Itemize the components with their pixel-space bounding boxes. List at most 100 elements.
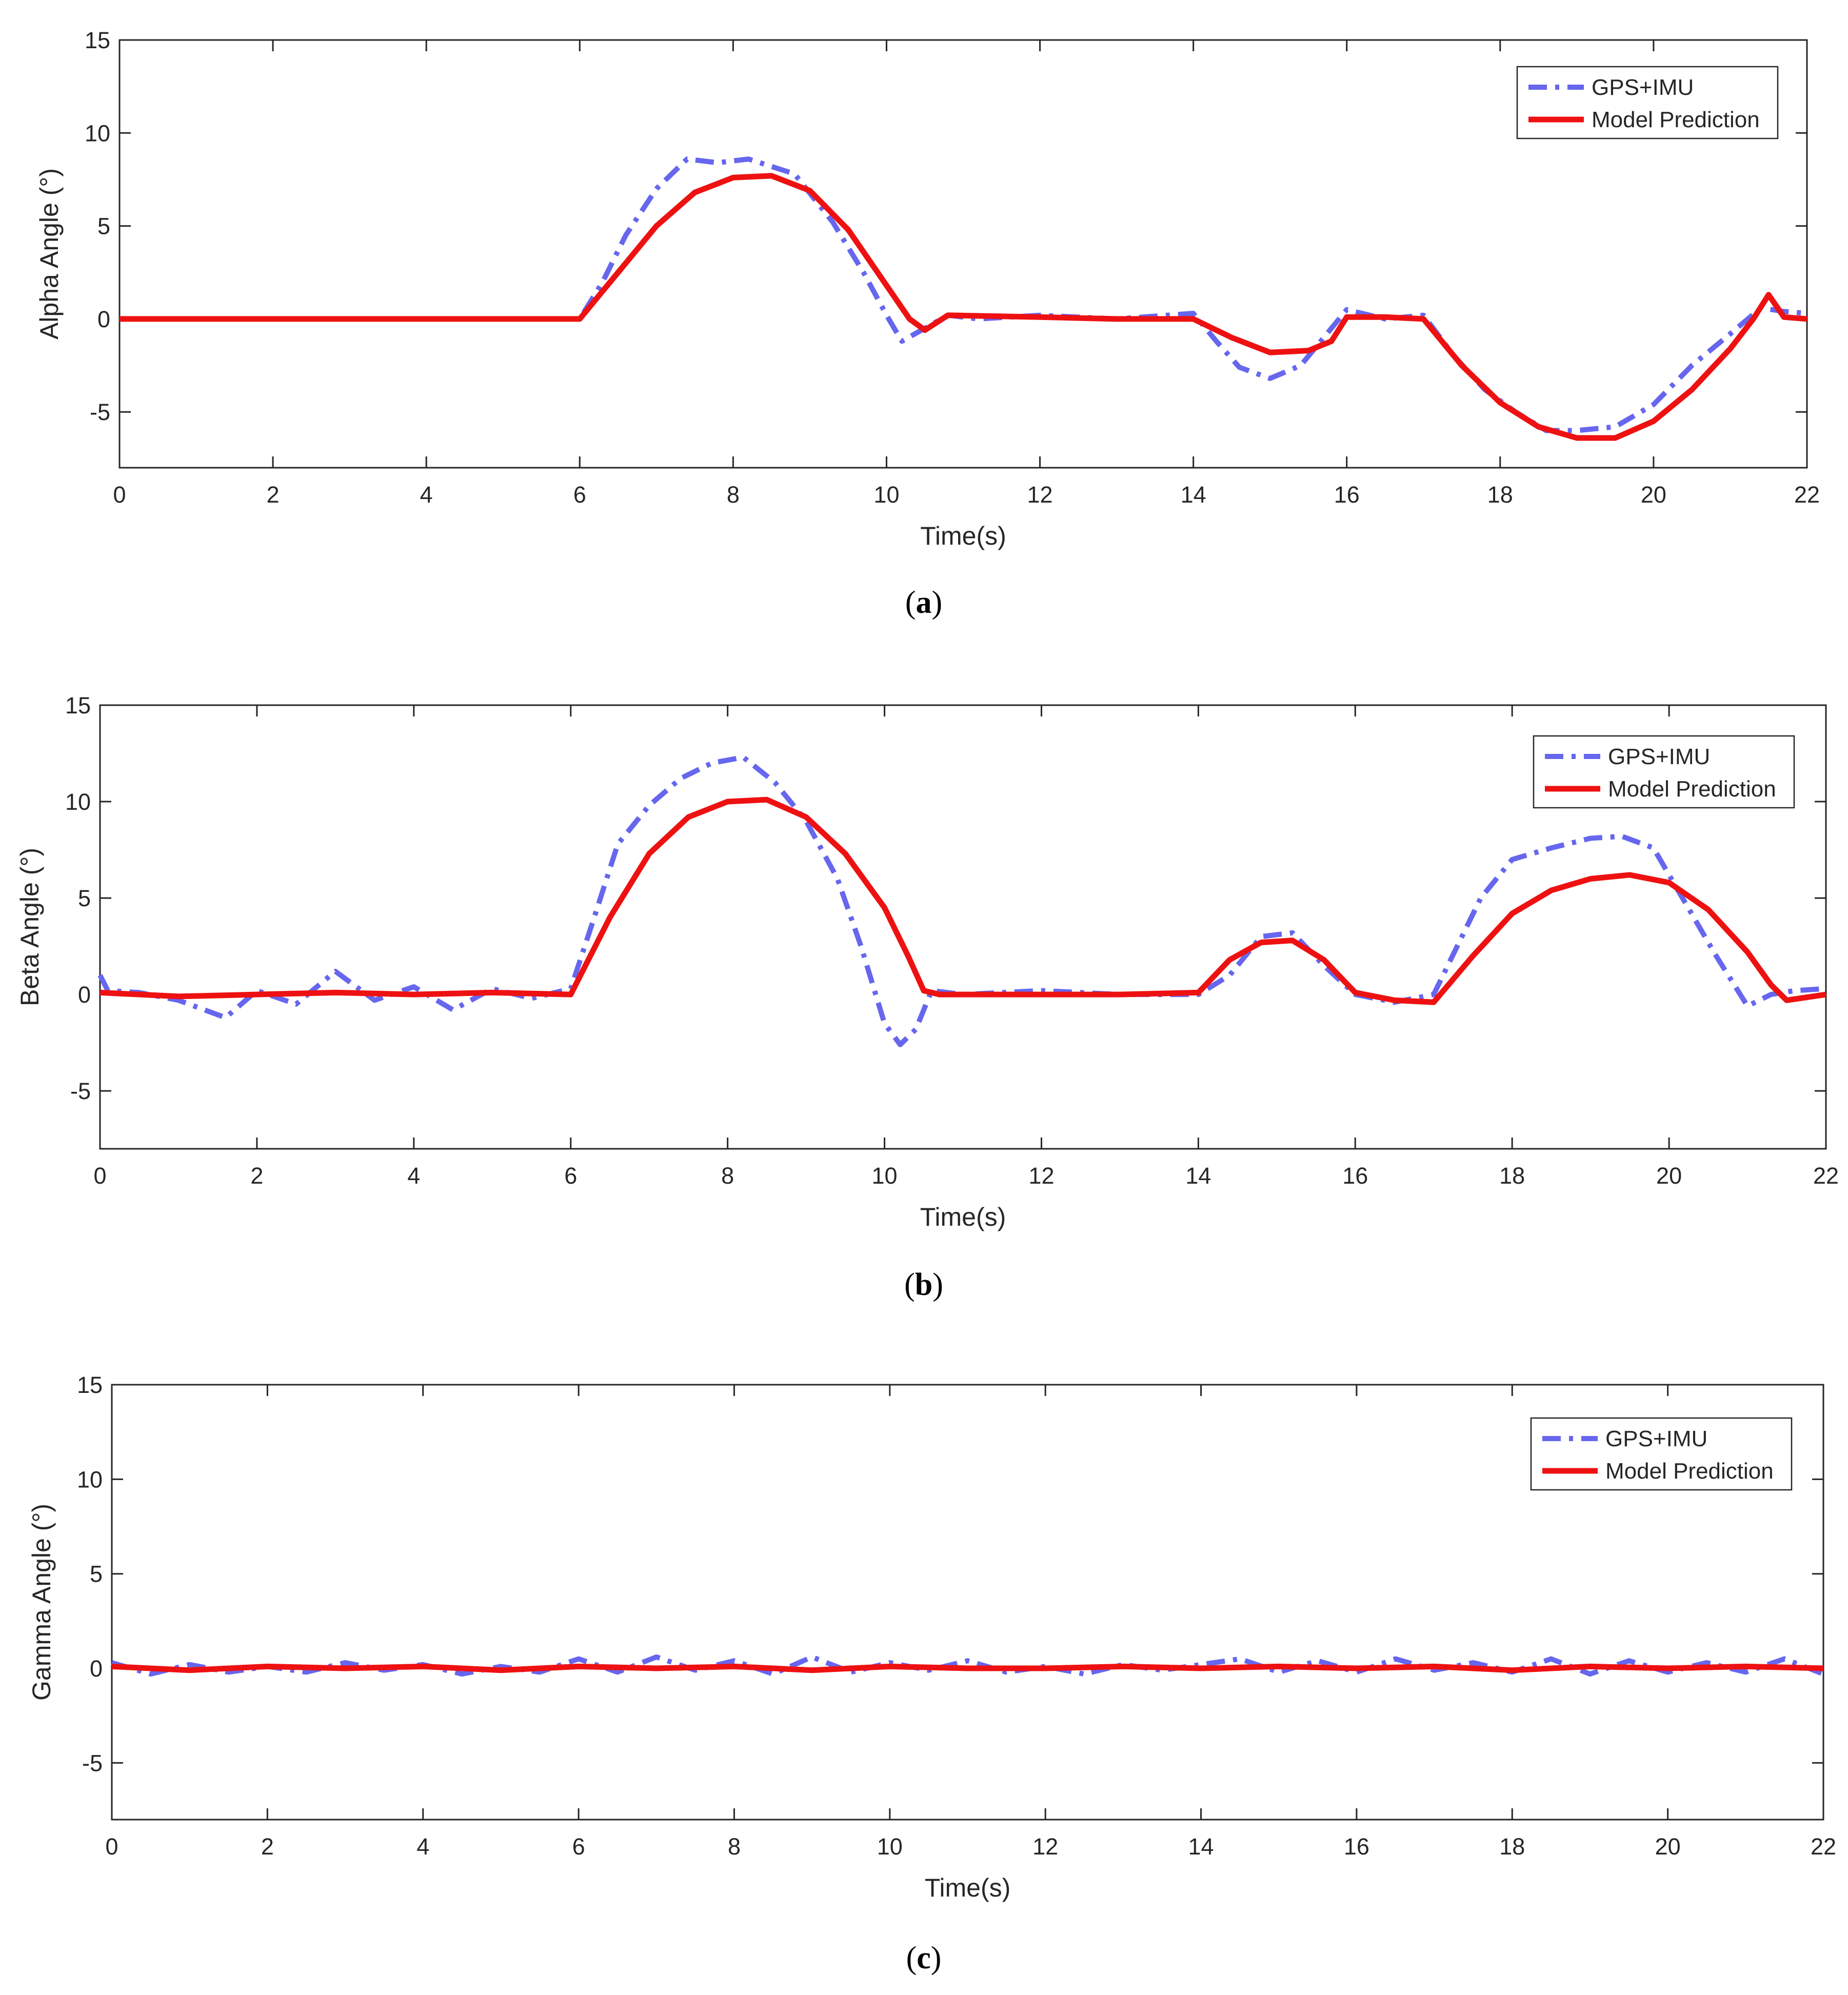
x-axis-label: Time(s) <box>920 1203 1006 1231</box>
y-tick-label: -5 <box>70 1078 91 1104</box>
x-axis-label: Time(s) <box>920 522 1006 550</box>
legend-label-gps-imu: GPS+IMU <box>1605 1426 1707 1451</box>
x-tick-label: 8 <box>728 1833 741 1860</box>
y-axis-label: Beta Angle (°) <box>15 848 44 1006</box>
y-tick-label: 10 <box>65 789 91 815</box>
caption-close: ) <box>932 1267 943 1302</box>
x-tick-label: 18 <box>1487 482 1513 508</box>
x-tick-label: 14 <box>1181 482 1206 508</box>
series-line-gps-imu <box>120 156 1807 433</box>
x-tick-label: 22 <box>1813 1163 1839 1189</box>
y-tick-label: 10 <box>85 120 110 146</box>
x-tick-label: 8 <box>721 1163 734 1189</box>
legend-label-gps-imu: GPS+IMU <box>1592 75 1694 100</box>
x-tick-label: 22 <box>1794 482 1820 508</box>
x-tick-label: 12 <box>1027 482 1053 508</box>
x-tick-label: 0 <box>105 1833 118 1860</box>
x-ticks: 0 2 4 6 8 10 12 14 16 18 20 22 <box>93 705 1839 1189</box>
x-tick-label: 16 <box>1344 1833 1369 1860</box>
x-tick-label: 12 <box>1028 1163 1054 1189</box>
plot-frame <box>118 39 1808 469</box>
series-line-model-prediction <box>120 173 1807 441</box>
caption-letter: c <box>917 1941 931 1976</box>
x-tick-label: 0 <box>113 482 126 508</box>
y-tick-label: -5 <box>82 1750 103 1776</box>
legend-label-model-prediction: Model Prediction <box>1605 1459 1774 1484</box>
y-axis-label: Gamma Angle (°) <box>27 1504 56 1701</box>
x-tick-label: 22 <box>1811 1833 1836 1860</box>
x-tick-label: 10 <box>873 482 899 508</box>
plot-frame <box>99 704 1827 1150</box>
x-tick-label: 4 <box>420 482 433 508</box>
legend-label-model-prediction: Model Prediction <box>1608 776 1776 802</box>
y-tick-label: 15 <box>77 1372 103 1398</box>
series-line-model-prediction <box>100 796 1826 1005</box>
y-tick-label: 10 <box>77 1466 103 1492</box>
y-tick-label: -5 <box>90 399 110 425</box>
x-tick-label: 6 <box>572 1833 585 1860</box>
x-tick-label: 2 <box>261 1833 274 1860</box>
x-tick-label: 10 <box>877 1833 903 1860</box>
panel-caption: (b) <box>904 1267 943 1302</box>
legend-label-model-prediction: Model Prediction <box>1592 107 1760 132</box>
series-layer <box>120 156 1807 441</box>
caption-close: ) <box>931 1941 942 1976</box>
panel-c: -5 0 5 10 15 0 2 4 6 8 10 12 14 16 18 20 22 GPS+IMU Mod… <box>27 1372 1836 1976</box>
caption-close: ) <box>932 585 943 620</box>
x-tick-label: 10 <box>872 1163 898 1189</box>
panel-a: -5 0 5 10 15 0 2 4 6 8 10 12 14 16 18 20 22 GPS+IMU Mod… <box>35 27 1820 620</box>
x-tick-label: 18 <box>1499 1833 1525 1860</box>
x-tick-label: 4 <box>416 1833 429 1860</box>
legend-box <box>1533 735 1795 809</box>
series-line-gps-imu <box>111 1654 1824 1677</box>
x-tick-label: 4 <box>407 1163 420 1189</box>
panel-b: -5 0 5 10 15 0 2 4 6 8 10 12 14 16 18 20 22 GPS+IMU Mod… <box>15 692 1839 1302</box>
panel-caption: (c) <box>906 1941 942 1976</box>
caption-letter: b <box>915 1267 932 1302</box>
x-tick-label: 6 <box>564 1163 577 1189</box>
legend-box <box>1516 66 1779 139</box>
y-tick-label: 0 <box>90 1655 103 1682</box>
x-ticks: 0 2 4 6 8 10 12 14 16 18 20 22 <box>105 1385 1836 1860</box>
legend-box <box>1530 1417 1793 1491</box>
x-tick-label: 12 <box>1032 1833 1058 1860</box>
legend: GPS+IMU Model Prediction <box>1516 66 1779 139</box>
legend: GPS+IMU Model Prediction <box>1530 1417 1793 1491</box>
x-tick-label: 16 <box>1342 1163 1368 1189</box>
x-tick-label: 2 <box>267 482 280 508</box>
x-tick-label: 8 <box>727 482 740 508</box>
x-tick-label: 2 <box>250 1163 263 1189</box>
y-tick-label: 5 <box>78 885 91 911</box>
x-tick-label: 0 <box>93 1163 106 1189</box>
legend: GPS+IMU Model Prediction <box>1533 735 1795 809</box>
y-tick-label: 5 <box>90 1561 103 1587</box>
y-axis-label: Alpha Angle (°) <box>35 168 64 340</box>
caption-letter: a <box>916 585 932 620</box>
series-line-model-prediction <box>111 1663 1824 1673</box>
x-tick-label: 20 <box>1656 1163 1682 1189</box>
x-tick-label: 20 <box>1641 482 1666 508</box>
series-layer <box>97 754 1826 1047</box>
x-ticks: 0 2 4 6 8 10 12 14 16 18 20 22 <box>113 40 1820 508</box>
panel-caption: (a) <box>905 585 942 620</box>
x-axis-label: Time(s) <box>925 1873 1011 1902</box>
y-tick-label: 5 <box>97 213 110 240</box>
y-tick-label: 15 <box>85 27 110 53</box>
caption-open: ( <box>905 585 916 620</box>
x-tick-label: 20 <box>1655 1833 1681 1860</box>
plot-frame <box>111 1384 1824 1821</box>
y-tick-label: 0 <box>97 306 110 332</box>
caption-open: ( <box>906 1941 917 1976</box>
caption-open: ( <box>904 1267 915 1302</box>
y-tick-label: 0 <box>78 982 91 1008</box>
x-tick-label: 6 <box>573 482 586 508</box>
x-tick-label: 14 <box>1185 1163 1211 1189</box>
y-ticks: -5 0 5 10 15 <box>77 1372 1823 1776</box>
legend-label-gps-imu: GPS+IMU <box>1608 744 1710 769</box>
series-layer <box>111 1654 1824 1677</box>
x-tick-label: 14 <box>1188 1833 1214 1860</box>
x-tick-label: 16 <box>1334 482 1360 508</box>
x-tick-label: 18 <box>1499 1163 1525 1189</box>
y-tick-label: 15 <box>65 692 91 719</box>
